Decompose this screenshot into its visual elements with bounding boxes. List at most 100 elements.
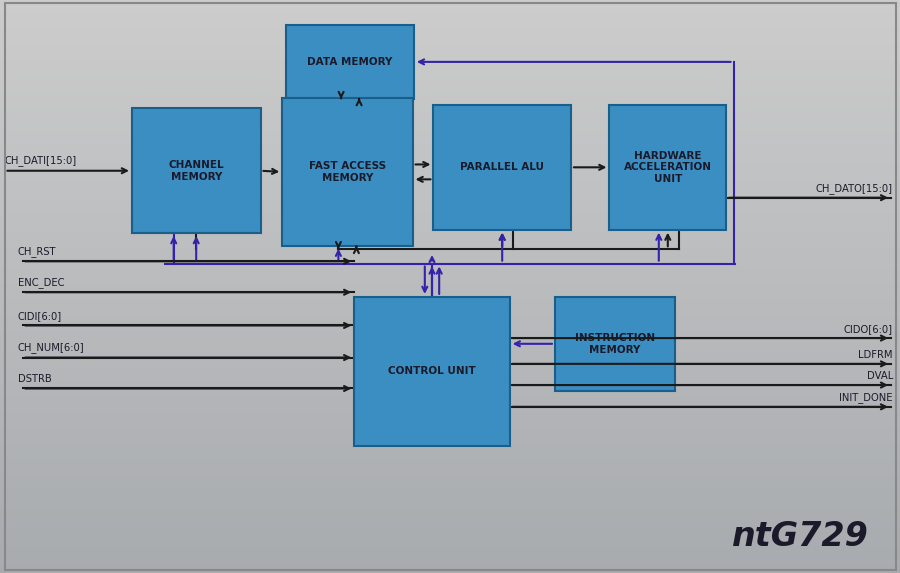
Bar <box>0 367 900 371</box>
Bar <box>0 291 900 294</box>
Bar <box>0 46 900 50</box>
Bar <box>0 282 900 286</box>
Bar <box>0 286 900 291</box>
Bar <box>0 15 900 19</box>
Bar <box>0 69 900 73</box>
Bar <box>0 99 900 103</box>
Bar <box>0 298 900 302</box>
Text: PARALLEL ALU: PARALLEL ALU <box>460 162 544 172</box>
Bar <box>0 336 900 340</box>
Bar <box>0 508 900 512</box>
Bar <box>0 57 900 61</box>
Bar <box>0 489 900 493</box>
Bar <box>0 23 900 27</box>
Bar <box>0 168 900 172</box>
Bar <box>0 543 900 546</box>
Bar <box>0 279 900 282</box>
Bar <box>0 394 900 397</box>
Bar <box>0 252 900 256</box>
Bar <box>0 34 900 38</box>
Text: DSTRB: DSTRB <box>18 374 52 384</box>
Bar <box>0 466 900 470</box>
Bar <box>0 153 900 156</box>
Bar <box>0 179 900 183</box>
Text: CIDO[6:0]: CIDO[6:0] <box>844 324 893 334</box>
Bar <box>0 309 900 313</box>
Bar <box>0 122 900 126</box>
Bar <box>0 107 900 111</box>
Bar <box>0 27 900 30</box>
Bar <box>0 382 900 386</box>
Bar <box>0 390 900 394</box>
Text: CONTROL UNIT: CONTROL UNIT <box>388 366 476 376</box>
Bar <box>0 332 900 336</box>
Bar <box>0 443 900 447</box>
Bar <box>0 42 900 46</box>
Bar <box>0 554 900 558</box>
Text: INIT_DONE: INIT_DONE <box>840 392 893 403</box>
Bar <box>0 378 900 382</box>
Bar <box>0 53 900 57</box>
Bar <box>0 562 900 566</box>
FancyBboxPatch shape <box>286 25 414 99</box>
Bar <box>0 504 900 508</box>
Bar <box>0 241 900 245</box>
Bar <box>0 313 900 317</box>
Bar <box>0 134 900 138</box>
Bar <box>0 481 900 485</box>
Bar <box>0 183 900 187</box>
Text: LDFRM: LDFRM <box>859 350 893 360</box>
Bar <box>0 191 900 195</box>
Bar <box>0 454 900 458</box>
Bar <box>0 569 900 573</box>
Bar <box>0 30 900 34</box>
Bar <box>0 202 900 206</box>
Bar <box>0 256 900 260</box>
Bar <box>0 417 900 420</box>
Bar <box>0 218 900 222</box>
Bar <box>0 88 900 92</box>
Bar <box>0 126 900 130</box>
FancyBboxPatch shape <box>132 108 260 233</box>
Bar <box>0 516 900 520</box>
Bar <box>0 225 900 229</box>
Bar <box>0 294 900 298</box>
Bar <box>0 229 900 233</box>
Bar <box>0 164 900 168</box>
Bar <box>0 187 900 191</box>
Bar <box>0 558 900 562</box>
Bar <box>0 462 900 466</box>
Bar <box>0 497 900 500</box>
FancyBboxPatch shape <box>609 105 726 230</box>
Bar <box>0 206 900 210</box>
Bar <box>0 195 900 199</box>
Bar <box>0 130 900 134</box>
Bar <box>0 138 900 142</box>
Bar <box>0 493 900 497</box>
Bar <box>0 359 900 363</box>
Bar <box>0 199 900 202</box>
Bar <box>0 500 900 504</box>
Bar <box>0 523 900 527</box>
Bar <box>0 566 900 569</box>
Bar <box>0 405 900 409</box>
Bar <box>0 435 900 439</box>
Bar <box>0 355 900 359</box>
Bar <box>0 84 900 88</box>
Bar <box>0 328 900 332</box>
Bar <box>0 458 900 462</box>
Bar <box>0 275 900 279</box>
Bar <box>0 351 900 355</box>
Bar <box>0 409 900 413</box>
Bar <box>0 424 900 428</box>
Bar <box>0 374 900 378</box>
Bar <box>0 363 900 367</box>
Bar <box>0 386 900 390</box>
Bar <box>0 325 900 328</box>
Bar <box>0 371 900 374</box>
Bar <box>0 176 900 179</box>
FancyBboxPatch shape <box>354 297 509 446</box>
Bar <box>0 512 900 516</box>
Bar <box>0 111 900 115</box>
Bar <box>0 142 900 145</box>
